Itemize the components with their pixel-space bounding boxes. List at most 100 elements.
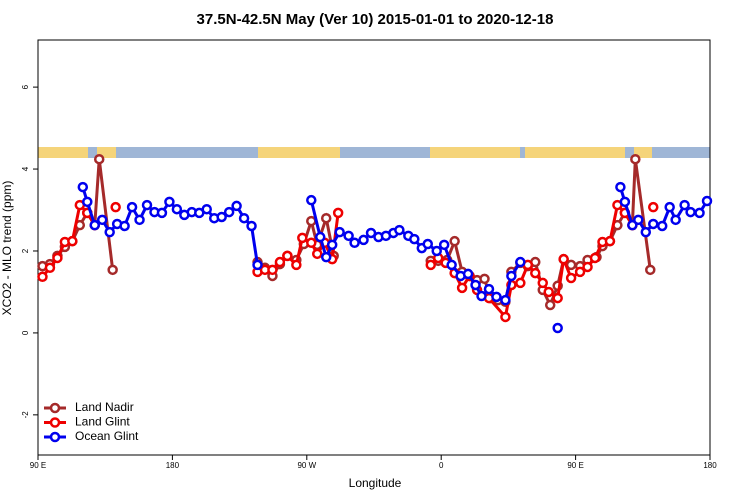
data-point (37, 271, 48, 283)
data-point (89, 219, 100, 231)
data-point (530, 267, 541, 279)
data-point (656, 220, 668, 232)
y-tick-label: 0 (21, 330, 30, 335)
land-strip (38, 147, 88, 158)
data-point (537, 277, 548, 289)
legend-label: Ocean Glint (75, 429, 139, 443)
data-point (694, 207, 705, 219)
data-point (334, 226, 345, 238)
series (77, 181, 713, 334)
data-point (633, 214, 644, 226)
data-point (104, 226, 115, 238)
data-point (449, 235, 460, 247)
data-point (216, 211, 227, 223)
data-point (479, 273, 490, 285)
data-point (544, 299, 556, 311)
series (38, 201, 657, 321)
data-point (252, 259, 263, 271)
data-point (685, 206, 696, 218)
data-point (312, 248, 323, 260)
data-point (409, 233, 420, 245)
data-point (223, 206, 235, 218)
data-point (267, 264, 278, 276)
data-point (349, 237, 360, 249)
data-point (438, 239, 450, 251)
data-point (306, 237, 317, 249)
data-point (52, 252, 63, 264)
data-point (306, 215, 317, 227)
x-axis-label: Longitude (349, 476, 402, 490)
x-tick-label: 0 (439, 461, 444, 470)
map-strip (38, 147, 710, 158)
data-point (306, 194, 317, 206)
data-point (246, 220, 257, 232)
data-point (515, 277, 526, 289)
data-point (491, 291, 502, 303)
data-point (446, 259, 457, 271)
data-point (297, 232, 308, 244)
data-point (456, 282, 468, 294)
data-point (93, 153, 105, 165)
data-point (156, 207, 168, 219)
data-point (552, 322, 563, 334)
data-point (201, 203, 212, 215)
data-point (282, 250, 293, 262)
data-point (604, 235, 616, 247)
data-point (565, 272, 577, 284)
data-point (670, 214, 681, 226)
legend-marker (49, 417, 61, 428)
data-point (141, 199, 153, 211)
data-point (679, 199, 690, 211)
data-point (515, 256, 526, 268)
data-point (82, 196, 93, 208)
data-point (231, 200, 242, 212)
data-point (171, 203, 183, 215)
x-tick-label: 90 E (567, 461, 583, 470)
data-point (483, 283, 495, 295)
data-point (500, 311, 511, 323)
data-point (96, 214, 108, 226)
data-point (701, 195, 713, 207)
data-point (582, 261, 593, 273)
data-point (119, 220, 130, 232)
land-strip (430, 147, 520, 158)
data-point (274, 256, 286, 268)
land-strip (525, 147, 625, 158)
data-point (500, 294, 511, 306)
data-point (648, 218, 659, 230)
x-tick-label: 90 W (297, 461, 316, 470)
data-point (462, 268, 474, 280)
data-point (552, 292, 563, 304)
data-point (44, 262, 56, 274)
data-point (332, 207, 344, 219)
x-tick-label: 180 (703, 461, 717, 470)
data-point (320, 251, 332, 263)
data-point (543, 286, 554, 298)
data-point (506, 270, 517, 282)
data-point (476, 290, 487, 302)
legend-marker (49, 402, 61, 414)
data-point (640, 226, 652, 238)
data-point (630, 153, 641, 165)
data-point (365, 227, 377, 239)
y-tick-label: 2 (21, 248, 30, 253)
chart-title: 37.5N-42.5N May (Ver 10) 2015-01-01 to 2… (197, 11, 554, 28)
data-point (107, 264, 118, 276)
data-point (425, 259, 436, 271)
data-point (589, 252, 601, 264)
data-point (664, 201, 675, 213)
data-point (470, 279, 481, 291)
ocean-strip (38, 147, 710, 158)
data-point (238, 212, 250, 224)
data-point (326, 239, 338, 251)
x-tick-label: 180 (166, 461, 180, 470)
y-tick-label: 4 (21, 166, 30, 171)
data-point (314, 231, 326, 243)
data-point (110, 201, 121, 213)
data-point (320, 212, 332, 224)
data-point (431, 245, 442, 257)
data-point (291, 259, 302, 271)
data-point (77, 181, 89, 193)
